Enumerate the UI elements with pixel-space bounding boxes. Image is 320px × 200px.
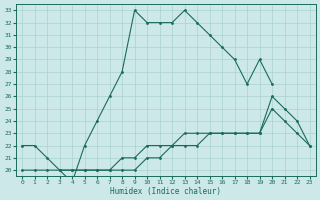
X-axis label: Humidex (Indice chaleur): Humidex (Indice chaleur) xyxy=(110,187,221,196)
